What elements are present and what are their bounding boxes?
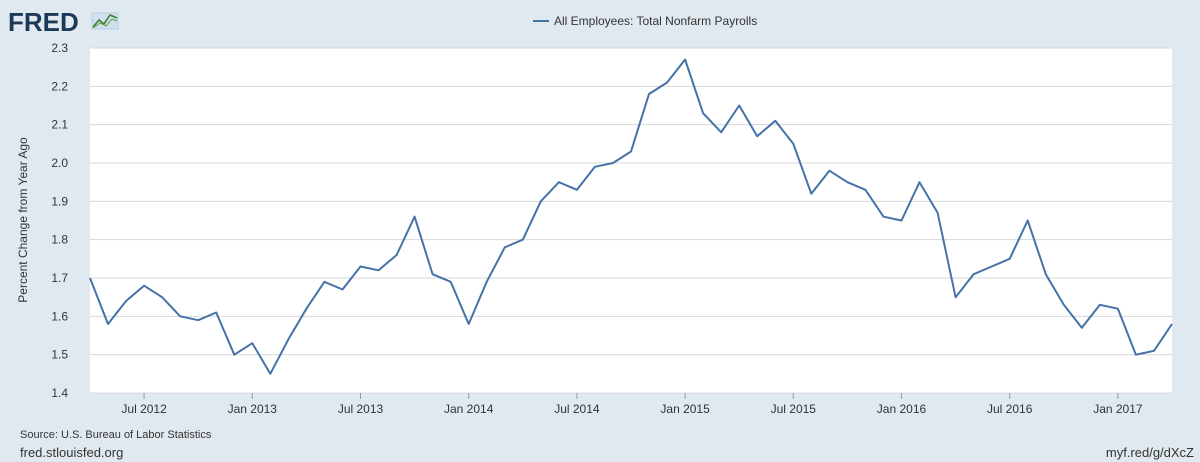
- y-tick-label: 2.3: [51, 41, 68, 55]
- data-point[interactable]: [935, 210, 941, 216]
- data-point[interactable]: [105, 321, 111, 327]
- data-point[interactable]: [484, 279, 490, 285]
- data-point[interactable]: [376, 267, 382, 273]
- x-tick-label: Jan 2014: [444, 402, 494, 416]
- x-tick-label: Jan 2016: [877, 402, 927, 416]
- data-point[interactable]: [989, 264, 995, 270]
- data-point[interactable]: [790, 141, 796, 147]
- x-tick-label: Jul 2015: [771, 402, 817, 416]
- y-axis-ticks: 1.4 1.5 1.6 1.7 1.8 1.9 2.0 2.1 2.2 2.3: [51, 41, 68, 400]
- data-point[interactable]: [267, 371, 273, 377]
- data-point[interactable]: [87, 275, 93, 281]
- data-point[interactable]: [285, 336, 291, 342]
- data-point[interactable]: [1097, 302, 1103, 308]
- x-tick-label: Jul 2013: [338, 402, 384, 416]
- fred-site-link[interactable]: fred.stlouisfed.org: [20, 445, 123, 460]
- data-point[interactable]: [574, 187, 580, 193]
- data-point[interactable]: [1133, 352, 1139, 358]
- data-point[interactable]: [754, 133, 760, 139]
- data-point[interactable]: [195, 317, 201, 323]
- y-tick-label: 1.9: [51, 194, 68, 208]
- y-tick-label: 2.1: [51, 118, 68, 132]
- y-tick-label: 2.0: [51, 156, 68, 170]
- data-point[interactable]: [1151, 348, 1157, 354]
- data-point[interactable]: [1043, 271, 1049, 277]
- data-point[interactable]: [700, 110, 706, 116]
- fred-logo-text: FRED: [8, 7, 79, 37]
- y-tick-label: 1.7: [51, 271, 68, 285]
- data-point[interactable]: [718, 129, 724, 135]
- legend-label: All Employees: Total Nonfarm Payrolls: [554, 14, 757, 28]
- data-point[interactable]: [159, 294, 165, 300]
- data-point[interactable]: [141, 283, 147, 289]
- x-tick-label: Jan 2013: [228, 402, 278, 416]
- y-tick-label: 1.8: [51, 233, 68, 247]
- y-tick-label: 2.2: [51, 79, 68, 93]
- y-tick-label: 1.5: [51, 348, 68, 362]
- data-point[interactable]: [628, 149, 634, 155]
- x-tick-label: Jan 2017: [1093, 402, 1143, 416]
- data-point[interactable]: [736, 103, 742, 109]
- data-point[interactable]: [321, 279, 327, 285]
- data-point[interactable]: [610, 160, 616, 166]
- data-point[interactable]: [466, 321, 472, 327]
- data-point[interactable]: [844, 179, 850, 185]
- x-axis-ticks: Jul 2012 Jan 2013 Jul 2013 Jan 2014 Jul 2014…: [121, 393, 1143, 416]
- data-point[interactable]: [430, 271, 436, 277]
- data-point[interactable]: [412, 214, 418, 220]
- short-link[interactable]: myf.red/g/dXcZ: [1106, 445, 1194, 460]
- series-layer: [87, 57, 1175, 377]
- y-tick-label: 1.6: [51, 309, 68, 323]
- data-point[interactable]: [826, 168, 832, 174]
- data-point[interactable]: [213, 310, 219, 316]
- gridlines: [90, 47, 1172, 394]
- data-point[interactable]: [340, 287, 346, 293]
- data-point[interactable]: [303, 306, 309, 312]
- data-point[interactable]: [646, 91, 652, 97]
- data-point[interactable]: [177, 313, 183, 319]
- legend: All Employees: Total Nonfarm Payrolls: [533, 14, 757, 28]
- data-point[interactable]: [123, 298, 129, 304]
- data-point[interactable]: [682, 57, 688, 63]
- series-line[interactable]: [89, 58, 1173, 375]
- x-tick-label: Jul 2016: [987, 402, 1033, 416]
- x-tick-label: Jul 2012: [121, 402, 167, 416]
- data-point[interactable]: [881, 214, 887, 220]
- data-point[interactable]: [664, 80, 670, 86]
- data-point[interactable]: [358, 264, 364, 270]
- y-tick-label: 1.4: [51, 386, 68, 400]
- x-tick-label: Jul 2014: [554, 402, 600, 416]
- fred-logo[interactable]: FRED: [8, 7, 119, 37]
- data-point[interactable]: [394, 252, 400, 258]
- data-point[interactable]: [502, 244, 508, 250]
- data-point[interactable]: [520, 237, 526, 243]
- data-point[interactable]: [1025, 218, 1031, 224]
- data-point[interactable]: [862, 187, 868, 193]
- data-point[interactable]: [899, 218, 905, 224]
- data-point[interactable]: [1115, 306, 1121, 312]
- data-point[interactable]: [592, 164, 598, 170]
- data-point[interactable]: [556, 179, 562, 185]
- data-point[interactable]: [772, 118, 778, 124]
- data-point[interactable]: [971, 271, 977, 277]
- data-point[interactable]: [808, 191, 814, 197]
- plot-area: [90, 48, 1172, 393]
- fred-logo-graph-icon: [91, 12, 119, 30]
- data-point[interactable]: [1169, 321, 1175, 327]
- data-point[interactable]: [1007, 256, 1013, 262]
- y-axis-title: Percent Change from Year Ago: [16, 137, 30, 303]
- source-note: Source: U.S. Bureau of Labor Statistics: [20, 429, 212, 441]
- data-point[interactable]: [1079, 325, 1085, 331]
- data-point[interactable]: [953, 294, 959, 300]
- data-point[interactable]: [448, 279, 454, 285]
- data-point[interactable]: [1061, 302, 1067, 308]
- data-point[interactable]: [249, 340, 255, 346]
- x-tick-label: Jan 2015: [660, 402, 710, 416]
- data-point[interactable]: [538, 198, 544, 204]
- data-point[interactable]: [917, 179, 923, 185]
- data-point[interactable]: [231, 352, 237, 358]
